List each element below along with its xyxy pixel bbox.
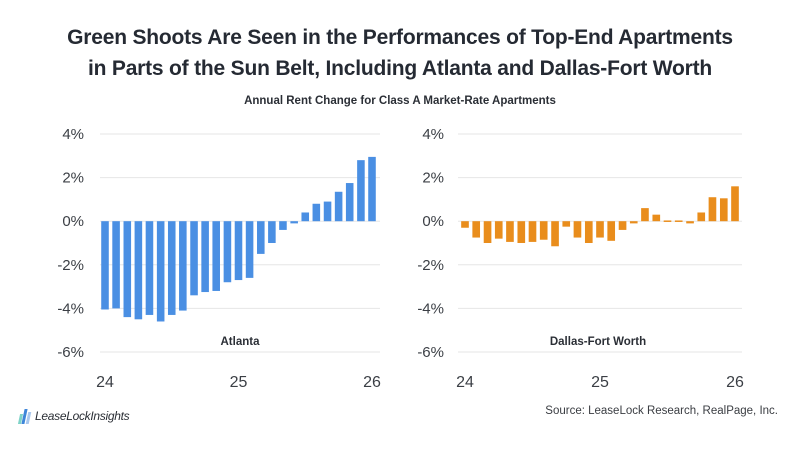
bar <box>245 221 254 278</box>
bar <box>201 221 209 293</box>
y-tick-label: -6% <box>417 344 444 361</box>
chart-title-line-2: in Parts of the Sun Belt, Including Atla… <box>87 57 713 80</box>
bar <box>234 221 243 281</box>
source-note: Source: LeaseLock Research, RealPage, In… <box>545 405 778 417</box>
y-tick-label: -4% <box>417 300 444 317</box>
bar <box>562 221 571 227</box>
y-tick-label: -2% <box>417 257 444 274</box>
bar <box>652 214 661 222</box>
bar <box>123 221 132 318</box>
chart-subtitle: Annual Rent Change for Class A Market-Ra… <box>244 95 556 107</box>
bar <box>618 221 627 230</box>
x-tick-label: 24 <box>96 374 114 391</box>
logo-text: LeaseLockInsights <box>35 409 130 423</box>
x-tick-label: 25 <box>591 374 609 391</box>
atlanta-chart-panel: 4% 2% 0% -2% -4% -6% 24 25 26 Atlanta <box>57 126 381 391</box>
bar <box>134 221 143 320</box>
bar <box>472 221 481 238</box>
bar <box>663 220 672 222</box>
bar <box>145 221 154 315</box>
bar <box>268 221 276 243</box>
bar <box>596 221 604 238</box>
bar <box>101 221 109 310</box>
bar <box>290 221 298 224</box>
bar <box>607 221 616 241</box>
bar <box>112 221 120 309</box>
x-tick-label: 26 <box>363 374 381 391</box>
panel-label: Dallas-Fort Worth <box>550 336 646 348</box>
bar <box>212 221 220 291</box>
y-tick-label: 0% <box>422 213 444 230</box>
y-tick-label: 0% <box>62 213 84 230</box>
bar <box>167 221 176 315</box>
x-tick-label: 25 <box>230 374 248 391</box>
bar <box>528 221 537 242</box>
bar <box>223 221 232 283</box>
bar <box>257 221 265 254</box>
bar <box>539 221 548 240</box>
bar <box>551 221 559 247</box>
bar <box>312 203 321 222</box>
bar <box>368 156 376 222</box>
bar <box>156 221 165 322</box>
y-tick-label: 2% <box>62 170 84 187</box>
bar <box>629 221 638 224</box>
dallas-chart-panel: 4% 2% 0% -2% -4% -6% 24 25 26 Dallas-Fort Worth <box>417 126 744 391</box>
bar <box>179 221 187 311</box>
bar <box>190 221 198 296</box>
bar <box>686 221 694 224</box>
bar <box>301 212 310 222</box>
bar <box>483 221 492 243</box>
bar <box>573 221 582 238</box>
x-tick-label: 24 <box>456 374 474 391</box>
leaselock-insights-logo: LeaseLockInsights <box>17 408 130 424</box>
bar <box>357 160 365 222</box>
bar <box>506 221 514 242</box>
y-tick-label: 4% <box>62 126 84 143</box>
bar <box>461 221 469 228</box>
bar <box>323 201 332 222</box>
bar <box>494 221 503 239</box>
bar <box>345 183 354 222</box>
x-tick-label: 26 <box>726 374 744 391</box>
bar <box>641 208 649 222</box>
y-tick-label: -6% <box>57 344 84 361</box>
bar <box>584 221 593 243</box>
y-tick-label: 2% <box>422 170 444 187</box>
bar <box>334 191 343 222</box>
bar <box>697 212 706 222</box>
bar <box>279 221 287 230</box>
panel-label: Atlanta <box>221 336 261 348</box>
bar <box>708 197 717 222</box>
bar <box>674 220 683 222</box>
bar <box>719 198 728 222</box>
bar <box>731 186 739 222</box>
logo-bars-icon <box>17 408 32 424</box>
chart-title: Green Shoots Are Seen in the Performance… <box>0 22 800 84</box>
bar <box>517 221 526 243</box>
y-tick-label: -4% <box>57 300 84 317</box>
y-tick-label: -2% <box>57 257 84 274</box>
chart-title-line-1: Green Shoots Are Seen in the Performance… <box>67 26 733 49</box>
y-tick-label: 4% <box>422 126 444 143</box>
